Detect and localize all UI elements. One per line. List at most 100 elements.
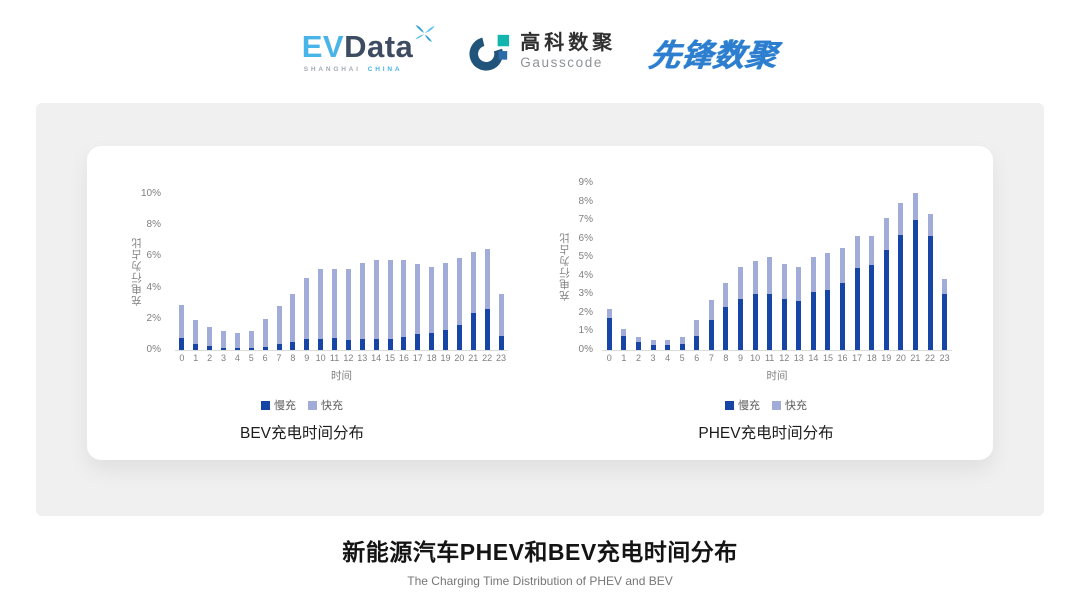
- stacked-bar: [650, 339, 656, 350]
- bar-slot: [704, 183, 719, 350]
- fast-charge-segment: [767, 257, 773, 295]
- fast-charge-segment: [373, 259, 379, 340]
- slow-charge-segment: [443, 329, 449, 350]
- slow-charge-segment: [248, 348, 254, 350]
- x-axis-tick: 14: [808, 353, 819, 363]
- y-axis-tick: 6%: [578, 232, 593, 244]
- phev-chart: 充电行为占比 0% 1% 2% 3% 4% 5% 6% 7% 8% 9% 0 1 2 3 4 5 6 7 8 9 10…: [539, 146, 993, 460]
- slow-charge-segment: [304, 339, 310, 350]
- x-axis-tick: 10: [315, 353, 326, 363]
- x-axis-tick: 20: [895, 353, 906, 363]
- evdata-data-text: Data: [344, 29, 414, 64]
- y-axis-tick: 3%: [578, 288, 593, 300]
- legend-label-fast: 快充: [785, 400, 807, 412]
- bar-slot: [864, 183, 879, 350]
- stacked-bar: [621, 328, 627, 350]
- stacked-bar: [635, 337, 641, 350]
- slow-charge-segment: [635, 341, 641, 350]
- x-axis-tick: 15: [822, 353, 833, 363]
- bar-slot: [777, 183, 792, 350]
- x-axis-tick: 9: [304, 353, 310, 363]
- stacked-bar: [221, 331, 227, 350]
- fast-charge-segment: [621, 328, 627, 337]
- bar-slot: [879, 183, 894, 350]
- x-axis-ticks: 0 1 2 3 4 5 6 7 8 9 10 11 12 13 14 15 16 17 18 19 20 21 22 23: [602, 353, 952, 363]
- slow-charge-segment: [840, 283, 846, 350]
- fast-charge-segment: [290, 293, 296, 343]
- stacked-bar: [883, 218, 889, 350]
- bar-slot: [425, 194, 439, 350]
- bev-chart: 充电行为占比 0% 2% 4% 6% 8% 10% 0 1 2 3 4 5 6 7 8 9 10 11 12 13 1…: [87, 146, 517, 460]
- y-axis-tick: 2%: [146, 312, 161, 324]
- fast-charge-segment: [470, 251, 476, 313]
- slow-charge-segment: [810, 292, 816, 350]
- slow-charge-segment: [650, 345, 656, 350]
- stacked-bar: [781, 263, 787, 350]
- legend-label-slow: 慢充: [274, 400, 296, 412]
- x-axis-tick: 5: [248, 353, 254, 363]
- slow-charge-swatch-icon: [261, 400, 270, 410]
- x-axis-tick: 8: [290, 353, 296, 363]
- fast-charge-segment: [869, 235, 875, 265]
- chart-title: BEV充电时间分布: [239, 425, 364, 442]
- x-axis-tick: 11: [329, 353, 340, 363]
- slow-charge-segment: [290, 342, 296, 350]
- stacked-bar: [869, 235, 875, 350]
- stacked-bar: [694, 320, 700, 350]
- fast-charge-segment: [810, 257, 816, 293]
- chart-title: PHEV充电时间分布: [698, 425, 834, 442]
- bar-slot: [617, 183, 632, 350]
- fast-charge-segment: [635, 337, 641, 342]
- slow-charge-segment: [767, 294, 773, 350]
- stacked-bar: [276, 306, 282, 350]
- stacked-bar: [207, 326, 213, 350]
- bar-slot: [719, 183, 734, 350]
- stacked-bar: [679, 337, 685, 350]
- x-axis-tick: 5: [679, 353, 685, 363]
- slow-charge-segment: [796, 300, 802, 350]
- x-axis-tick: 13: [357, 353, 368, 363]
- bar-slot: [217, 194, 231, 350]
- x-axis-tick: 3: [650, 353, 656, 363]
- gausscode-wordmark: 高科数聚 Gausscode: [520, 33, 616, 70]
- y-axis-tick: 5%: [578, 251, 593, 263]
- logo-row: EV Data SHANGHAI CHINA 高科数聚 Gausscode 先锋数…: [0, 22, 1080, 82]
- bar-slot: [792, 183, 807, 350]
- bar-slot: [369, 194, 383, 350]
- stacked-bar: [942, 278, 948, 350]
- slow-charge-segment: [456, 325, 462, 350]
- xianfeng-shuju-logo: 先锋数聚: [647, 37, 781, 73]
- slow-charge-segment: [387, 339, 393, 350]
- bar-slot: [286, 194, 300, 350]
- legend-item-fast: 快充: [772, 397, 807, 413]
- stacked-bar: [179, 304, 185, 350]
- fast-charge-segment: [359, 262, 365, 340]
- fast-charge-segment: [345, 268, 351, 340]
- x-axis-tick: 16: [837, 353, 848, 363]
- slow-charge-segment: [898, 234, 904, 350]
- gausscode-en-text: Gausscode: [520, 55, 603, 71]
- bar-slot: [480, 194, 494, 350]
- bar-slot: [272, 194, 286, 350]
- slow-charge-segment: [665, 345, 671, 350]
- y-axis-tick: 6%: [146, 250, 161, 262]
- legend: 慢充 快充: [539, 397, 993, 413]
- fast-charge-segment: [840, 247, 846, 284]
- stacked-bar: [898, 202, 904, 350]
- evdata-wordmark: EV Data: [302, 25, 436, 64]
- bar-slot: [748, 183, 763, 350]
- bar-slot: [806, 183, 821, 350]
- legend-item-fast: 快充: [308, 397, 343, 413]
- bar-slot: [646, 183, 661, 350]
- footer: 新能源汽车PHEV和BEV充电时间分布 The Charging Time Di…: [0, 533, 1080, 588]
- bar-slot: [397, 194, 411, 350]
- fast-charge-segment: [401, 259, 407, 337]
- bar-slot: [411, 194, 425, 350]
- fast-charge-segment: [708, 299, 714, 321]
- legend-label-fast: 快充: [321, 400, 343, 412]
- slow-charge-segment: [694, 336, 700, 350]
- bar-slot: [453, 194, 467, 350]
- y-axis-tick: 8%: [578, 195, 593, 207]
- x-axis-tick: 20: [454, 353, 465, 363]
- slow-charge-segment: [234, 348, 240, 350]
